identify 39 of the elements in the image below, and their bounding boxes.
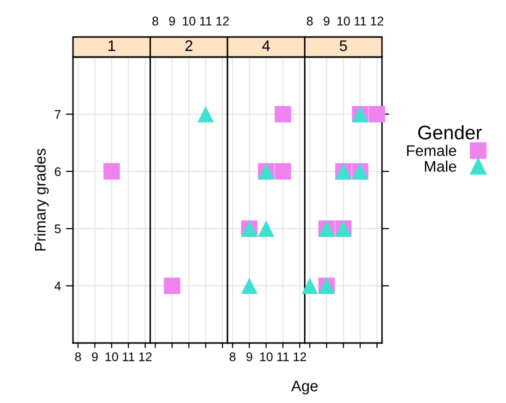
x-tick-label: 12 xyxy=(216,16,229,26)
x-tick-label: 9 xyxy=(92,352,98,362)
x-tick-label: 12 xyxy=(294,352,306,362)
x-tick-label: 12 xyxy=(370,16,384,26)
point xyxy=(274,106,292,122)
x-tick-label: 9 xyxy=(246,352,252,362)
x-tick-label: 11 xyxy=(354,16,366,26)
x-tick-label: 8 xyxy=(75,352,81,362)
y-axis-title: Primary grades xyxy=(34,148,49,251)
x-tick-label: 9 xyxy=(324,16,330,26)
legend-label: Female xyxy=(407,144,456,156)
x-tick-label: 8 xyxy=(306,16,313,26)
chart-title: 4 xyxy=(262,40,270,51)
legend-title: Gender xyxy=(418,125,482,140)
x-tick-label: 10 xyxy=(182,16,196,26)
x-tick-label: 11 xyxy=(200,16,212,26)
x-tick-label: 10 xyxy=(337,16,350,26)
x-tick-label: 11 xyxy=(122,352,134,362)
point xyxy=(302,278,318,294)
x-tick-label: 10 xyxy=(106,352,118,362)
x-tick-label: 8 xyxy=(152,16,158,26)
x-tick-label: 10 xyxy=(260,352,273,362)
y-tick-label: 5 xyxy=(54,224,61,234)
x-axis-title: Age xyxy=(291,380,318,394)
point xyxy=(241,278,258,294)
x-tick-label: 8 xyxy=(230,352,236,362)
x-tick-label: 9 xyxy=(169,16,175,26)
point xyxy=(258,220,274,237)
chart-title: 5 xyxy=(340,40,347,52)
y-tick-label: 4 xyxy=(54,282,61,290)
legend-label: Male xyxy=(424,160,456,172)
chart-title: 2 xyxy=(185,40,192,51)
x-tick-label: 11 xyxy=(277,352,289,362)
chart-title: 1 xyxy=(108,40,116,51)
y-tick-label: 7 xyxy=(54,110,61,119)
point xyxy=(274,163,292,180)
x-tick-label: 12 xyxy=(139,352,152,362)
y-tick-label: 6 xyxy=(54,167,61,176)
point xyxy=(368,106,386,122)
